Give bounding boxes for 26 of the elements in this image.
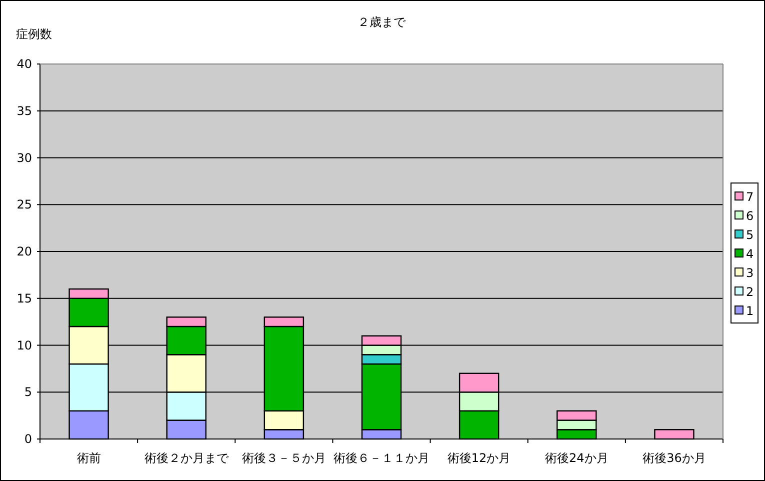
y-tick-label: 10	[16, 338, 32, 352]
y-tick-label: 25	[16, 198, 32, 212]
x-tick-label: 術後３－５か月	[242, 451, 326, 465]
y-tick-label: 5	[24, 385, 32, 400]
x-tick-label: 術前	[76, 451, 101, 465]
y-tick-label: 30	[16, 150, 32, 165]
x-tick-label: 術後24か月	[545, 451, 608, 465]
legend-label: 5	[746, 228, 754, 242]
x-tick-label: 術後６－１１か月	[334, 451, 430, 465]
legend-label: 2	[746, 285, 754, 299]
y-tick-label: 0	[24, 432, 32, 446]
legend-label: 1	[746, 304, 754, 318]
legend-label: 4	[746, 247, 754, 261]
legend-label: 3	[746, 266, 754, 280]
x-tick-label: 術後12か月	[447, 451, 511, 465]
y-axis-title: 症例数	[16, 27, 52, 41]
chart-title: ２歳まで	[358, 15, 406, 29]
y-tick-label: 40	[16, 57, 32, 71]
y-tick-label: 20	[16, 244, 32, 258]
legend-label: 7	[746, 190, 754, 204]
y-tick-label: 35	[16, 104, 32, 118]
x-tick-label: 術後２か月まで	[144, 451, 230, 465]
bar	[654, 429, 694, 440]
legend-label: 6	[746, 209, 754, 223]
y-tick-label: 15	[16, 291, 32, 306]
x-tick-label: 術後36か月	[642, 451, 706, 465]
